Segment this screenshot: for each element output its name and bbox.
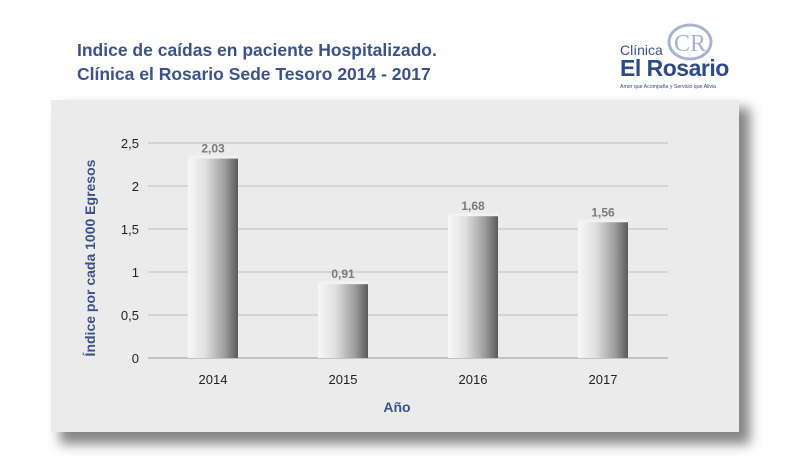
logo-brand-text: El Rosario: [620, 55, 729, 81]
emblem-monogram: CR: [674, 31, 706, 57]
bar: [448, 215, 498, 358]
cr-emblem-icon: CR: [667, 23, 713, 61]
data-label: 1,56: [591, 205, 615, 219]
chart-title-block: Indice de caídas en paciente Hospitaliza…: [77, 38, 437, 86]
clinic-logo: CR Clínica El Rosario Amor que Acompaña …: [618, 22, 729, 94]
x-axis-label: Año: [383, 399, 410, 415]
data-label: 1,68: [461, 199, 485, 213]
y-tick-label: 0,5: [121, 308, 139, 323]
logo-clinica-text: Clínica: [620, 42, 663, 58]
bar: [578, 221, 628, 358]
bar: [188, 157, 238, 358]
y-axis-label: Índice por cada 1000 Egresos: [82, 159, 98, 356]
bar-cap: [318, 281, 368, 285]
chart-subtitle: Clínica el Rosario Sede Tesoro 2014 - 20…: [77, 64, 431, 84]
x-tick-label: 2017: [589, 372, 618, 387]
x-tick-labels: 2014 2015 2016 2017: [199, 372, 618, 387]
logo-tagline: Amor que Acompaña y Servicio que Alivia: [620, 84, 717, 90]
data-label: 2,03: [201, 142, 225, 156]
bars: 2,03 0,91 1,68 1,56: [188, 142, 628, 358]
y-tick-label: 1,5: [121, 222, 139, 237]
y-tick-label: 2,5: [121, 136, 139, 151]
bar-cap: [188, 155, 238, 159]
x-tick-label: 2015: [329, 372, 358, 387]
y-tick-label: 2: [132, 179, 139, 194]
y-tick-label: 1: [132, 265, 139, 280]
y-tick-label: 0: [132, 351, 139, 366]
chart-title: Indice de caídas en paciente Hospitaliza…: [77, 40, 437, 60]
data-label: 0,91: [331, 267, 355, 281]
bar-cap: [578, 219, 628, 223]
y-tick-labels: 0 0,5 1 1,5 2 2,5: [121, 136, 139, 366]
x-tick-label: 2014: [199, 372, 228, 387]
x-tick-label: 2016: [459, 372, 488, 387]
bar-cap: [448, 213, 498, 217]
bar: [318, 283, 368, 358]
